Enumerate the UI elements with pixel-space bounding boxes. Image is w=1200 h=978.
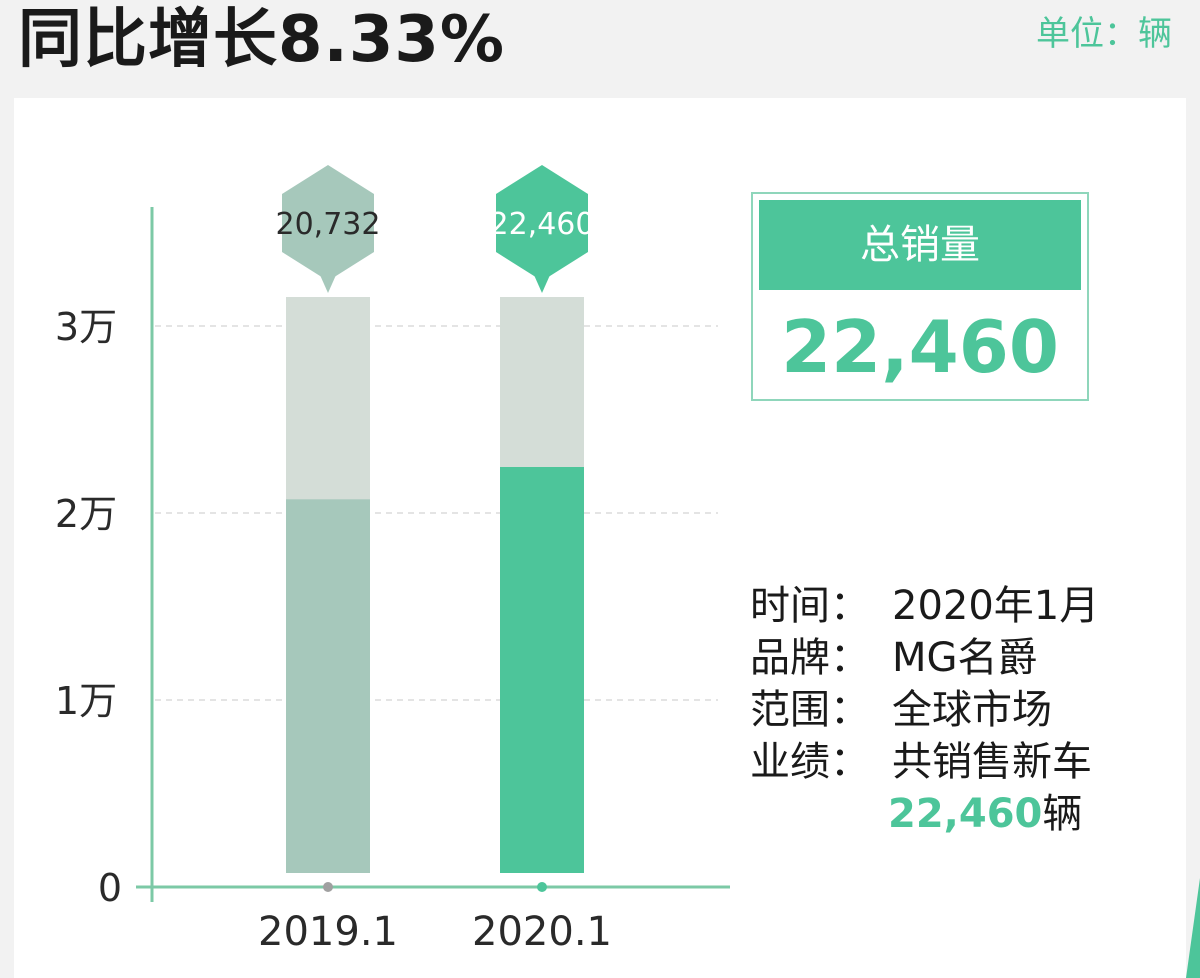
x-tick-label: 2019.1 xyxy=(258,909,398,955)
info-value: 全球市场 xyxy=(892,687,1052,733)
info-value: 2020年1月 xyxy=(892,583,1100,629)
unit-label: 单位：辆 xyxy=(1036,14,1172,54)
info-panel: 时间： 2020年1月 品牌： MG名爵 范围： 全球市场 业绩： 共销售新车 22,4… xyxy=(750,580,1099,840)
y-tick-label: 2万 xyxy=(55,492,117,536)
info-label: 时间： xyxy=(750,583,870,629)
info-value: MG名爵 xyxy=(892,635,1038,681)
total-sales-label: 总销量 xyxy=(759,200,1081,290)
info-row-performance: 业绩： 共销售新车 xyxy=(750,736,1099,788)
x-tick-dot xyxy=(537,882,547,892)
info-row-scope: 范围： 全球市场 xyxy=(750,684,1099,736)
total-sales-box: 总销量 22,460 xyxy=(751,192,1089,401)
value-badge-pointer xyxy=(534,275,550,293)
data-label: 20,732 xyxy=(276,207,381,242)
info-sales-unit: 辆 xyxy=(1042,791,1083,837)
corner-accent xyxy=(1186,878,1200,978)
y-tick-label: 3万 xyxy=(55,305,117,349)
value-badge xyxy=(282,165,374,281)
x-tick-dot xyxy=(323,882,333,892)
data-label: 22,460 xyxy=(490,207,595,242)
info-value: 共销售新车 xyxy=(892,739,1092,785)
total-sales-value: 22,460 xyxy=(781,305,1059,389)
y-tick-label: 1万 xyxy=(55,679,117,723)
y-tick-label: 0 xyxy=(98,866,122,910)
page-title: 同比增长8.33% xyxy=(18,3,506,77)
info-label: 业绩： xyxy=(750,739,870,785)
x-tick-label: 2020.1 xyxy=(472,909,612,955)
info-label: 品牌： xyxy=(750,635,870,681)
info-sales-total: 22,460辆 xyxy=(750,788,1099,840)
value-badge-pointer xyxy=(320,275,336,293)
info-sales-number: 22,460 xyxy=(888,791,1043,837)
bar xyxy=(500,466,584,873)
value-badge xyxy=(496,165,588,281)
bar xyxy=(286,499,370,873)
info-row-time: 时间： 2020年1月 xyxy=(750,580,1099,632)
info-label: 范围： xyxy=(750,687,870,733)
info-row-brand: 品牌： MG名爵 xyxy=(750,632,1099,684)
